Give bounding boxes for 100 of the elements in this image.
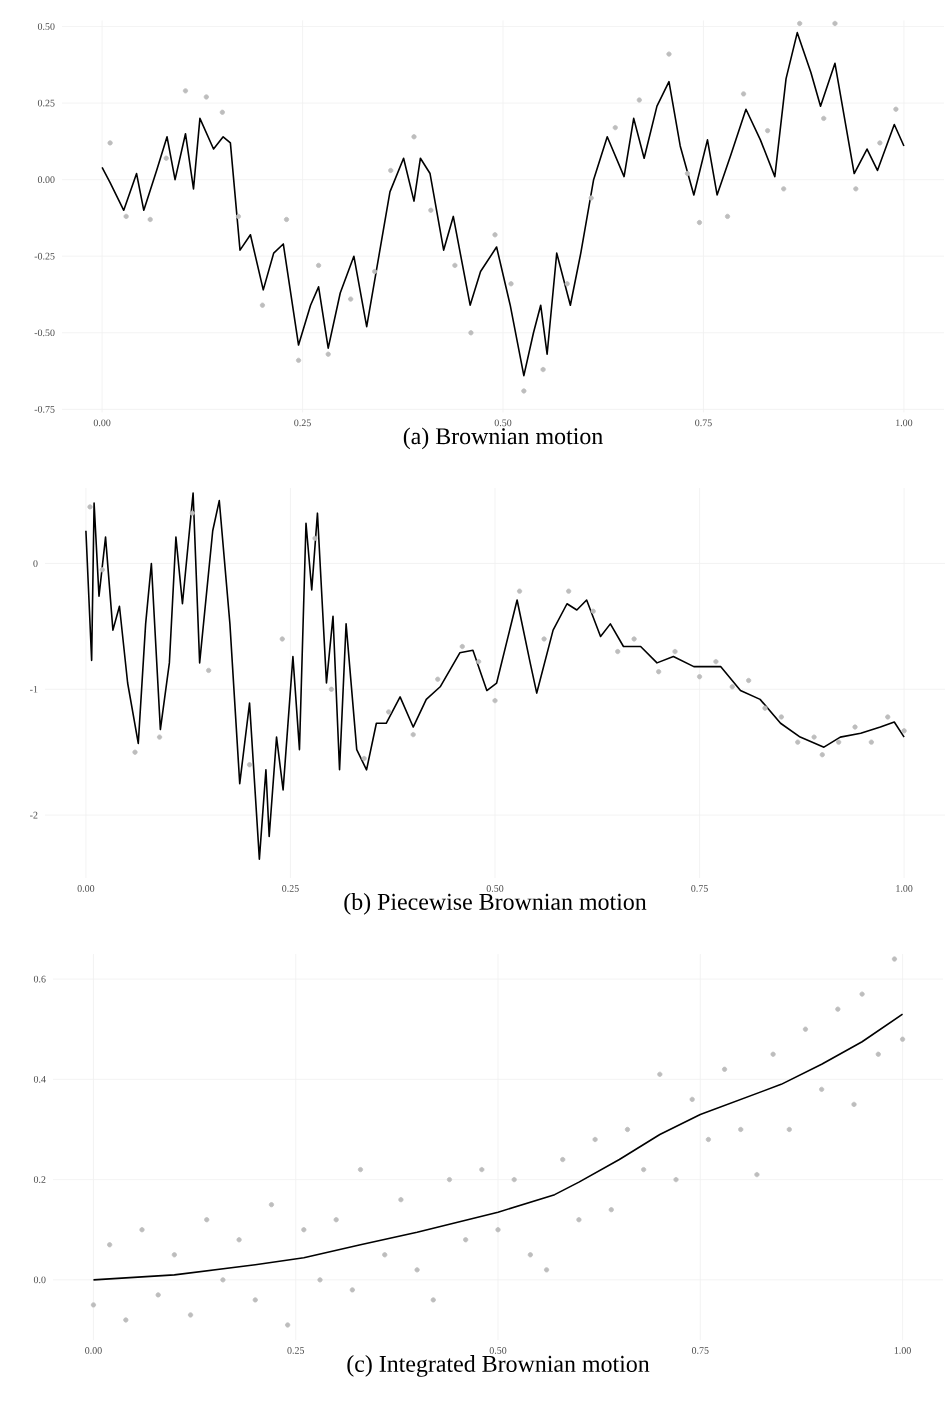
point: [87, 504, 93, 510]
point: [713, 659, 719, 665]
point: [592, 1136, 598, 1143]
point: [705, 1136, 711, 1143]
point: [107, 1242, 113, 1248]
point: [666, 51, 672, 57]
point: [762, 705, 768, 711]
point: [543, 1267, 550, 1273]
point: [325, 351, 331, 357]
point: [590, 608, 596, 614]
point: [301, 1227, 307, 1233]
point: [770, 1051, 776, 1057]
point: [608, 1207, 614, 1213]
point: [891, 956, 898, 962]
point: [468, 330, 474, 336]
point: [163, 155, 169, 161]
point: [636, 97, 642, 103]
point: [372, 268, 378, 275]
point: [740, 91, 747, 97]
point: [268, 1202, 275, 1208]
point: [295, 357, 302, 363]
point: [459, 643, 465, 650]
point: [317, 1277, 323, 1283]
text: (b) Piecewise Brownian motion: [344, 893, 647, 915]
point: [754, 1171, 760, 1178]
point: [410, 731, 416, 738]
point: [279, 636, 285, 642]
point: [786, 1126, 792, 1133]
point: [435, 676, 441, 682]
point: [219, 109, 225, 115]
line-series: [92, 1013, 904, 1281]
point: [566, 588, 572, 594]
text: (a) Brownian motion: [403, 427, 603, 450]
point: [868, 739, 874, 745]
point: [495, 1227, 501, 1233]
point: [492, 232, 498, 238]
point: [428, 207, 434, 213]
text: (c) Integrated Brownian motion: [347, 1355, 650, 1377]
point: [388, 167, 394, 174]
point: [147, 216, 153, 223]
point: [236, 1237, 242, 1243]
point: [99, 567, 105, 573]
point: [132, 749, 138, 755]
point: [802, 1026, 809, 1032]
point: [684, 170, 691, 177]
point: [696, 674, 703, 680]
point: [540, 366, 546, 373]
point: [576, 1217, 582, 1223]
point: [283, 216, 290, 223]
point: [729, 684, 735, 690]
point: [516, 588, 523, 594]
point: [588, 195, 594, 201]
point: [123, 213, 129, 219]
point: [411, 134, 417, 140]
point: [877, 140, 883, 146]
point: [746, 677, 752, 684]
point: [204, 1217, 210, 1223]
point: [631, 636, 637, 642]
point: [819, 752, 825, 758]
point: [819, 1086, 825, 1092]
point: [511, 1177, 517, 1183]
point: [689, 1096, 695, 1102]
point: [328, 686, 334, 692]
point: [463, 1237, 469, 1243]
point: [476, 659, 482, 665]
point: [673, 1177, 679, 1183]
point: [348, 296, 354, 302]
point: [821, 115, 827, 121]
point: [252, 1297, 258, 1303]
point: [171, 1252, 177, 1258]
point: [315, 262, 322, 268]
point: [508, 281, 514, 287]
point: [899, 1036, 906, 1042]
point: [189, 510, 195, 516]
point: [781, 186, 787, 192]
point: [541, 636, 547, 642]
point: [430, 1297, 436, 1303]
point: [382, 1252, 388, 1258]
point: [901, 728, 907, 734]
point: [90, 1302, 97, 1308]
point: [852, 724, 858, 730]
line-series: [101, 31, 905, 377]
point: [414, 1267, 420, 1273]
point: [853, 186, 859, 192]
point: [479, 1166, 485, 1173]
point: [811, 734, 817, 740]
point: [893, 106, 899, 112]
point: [386, 709, 392, 715]
point: [721, 1066, 728, 1072]
point: [765, 128, 771, 134]
point: [527, 1252, 533, 1258]
point: [615, 648, 621, 655]
point: [220, 1277, 226, 1283]
line-series: [85, 492, 905, 860]
point: [885, 714, 891, 720]
point: [206, 667, 212, 674]
point: [182, 88, 189, 94]
point: [155, 1292, 161, 1298]
point: [312, 535, 318, 541]
point: [285, 1322, 291, 1328]
